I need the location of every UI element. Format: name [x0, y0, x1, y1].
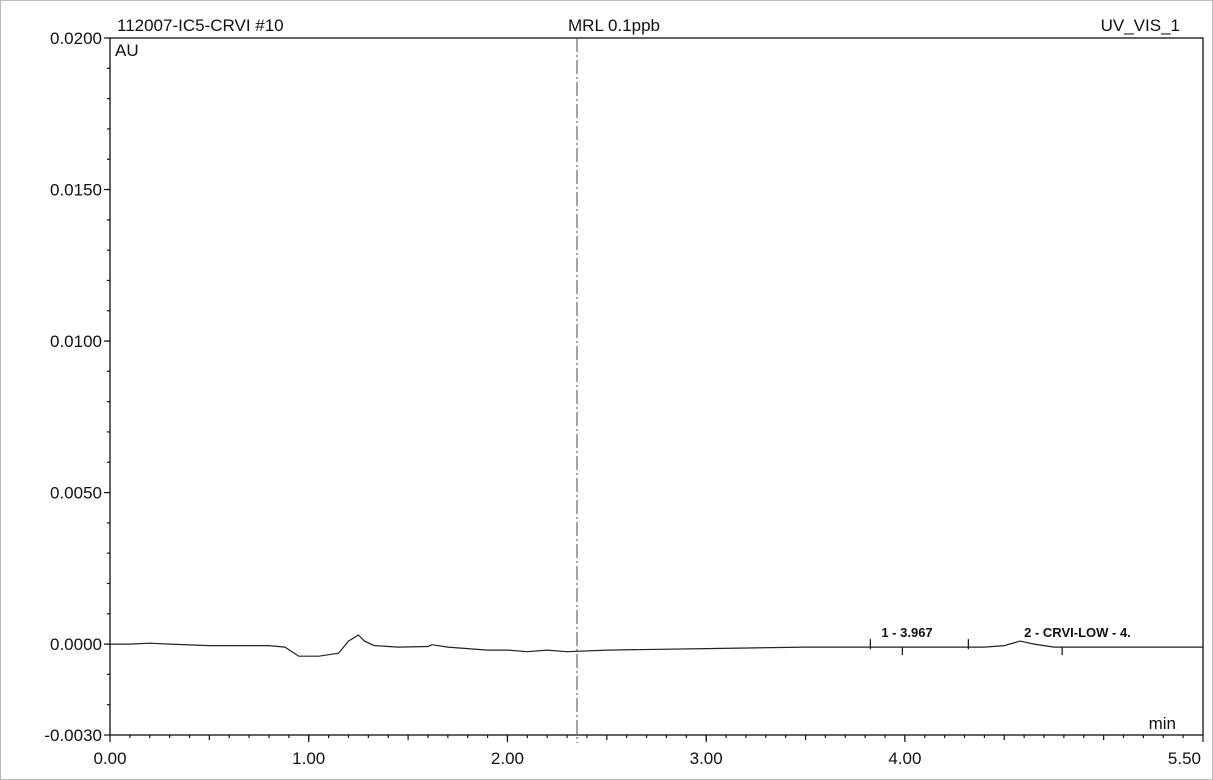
x-tick-label: 5.50 — [1168, 749, 1201, 768]
chromatogram-trace — [110, 634, 1203, 657]
y-axis-unit: AU — [115, 41, 139, 60]
sample-name: 112007-IC5-CRVI #10 — [117, 16, 284, 35]
y-tick-label: 0.0150 — [50, 181, 102, 200]
x-tick-label: 4.00 — [888, 749, 921, 768]
plot-frame — [109, 37, 1204, 736]
method-name: MRL 0.1ppb — [568, 16, 660, 35]
peak-label: 1 - 3.967 — [881, 625, 932, 640]
trace-layer — [110, 634, 1203, 657]
channel-name: UV_VIS_1 — [1101, 16, 1180, 35]
x-axis-unit: min — [1149, 714, 1176, 733]
y-tick-label: 0.0000 — [50, 635, 102, 654]
peak-label: 2 - CRVI-LOW - 4. — [1024, 625, 1131, 640]
x-axis: 0.00 1.00 2.00 3.00 4.00 5.50 — [93, 735, 1204, 768]
peak-layer: 1 - 3.967 2 - CRVI-LOW - 4. — [869, 625, 1131, 656]
x-tick-label: 1.00 — [292, 749, 325, 768]
y-tick-label: 0.0200 — [50, 29, 102, 48]
y-tick-label: -0.0030 — [44, 726, 102, 745]
y-axis: 0.0200 0.0150 0.0100 0.0050 0.0000 -0.0030 — [44, 29, 110, 745]
y-tick-label: 0.0050 — [50, 484, 102, 503]
x-tick-label: 0.00 — [93, 749, 126, 768]
x-tick-label: 3.00 — [690, 749, 723, 768]
x-tick-label: 2.00 — [491, 749, 524, 768]
y-tick-label: 0.0100 — [50, 332, 102, 351]
